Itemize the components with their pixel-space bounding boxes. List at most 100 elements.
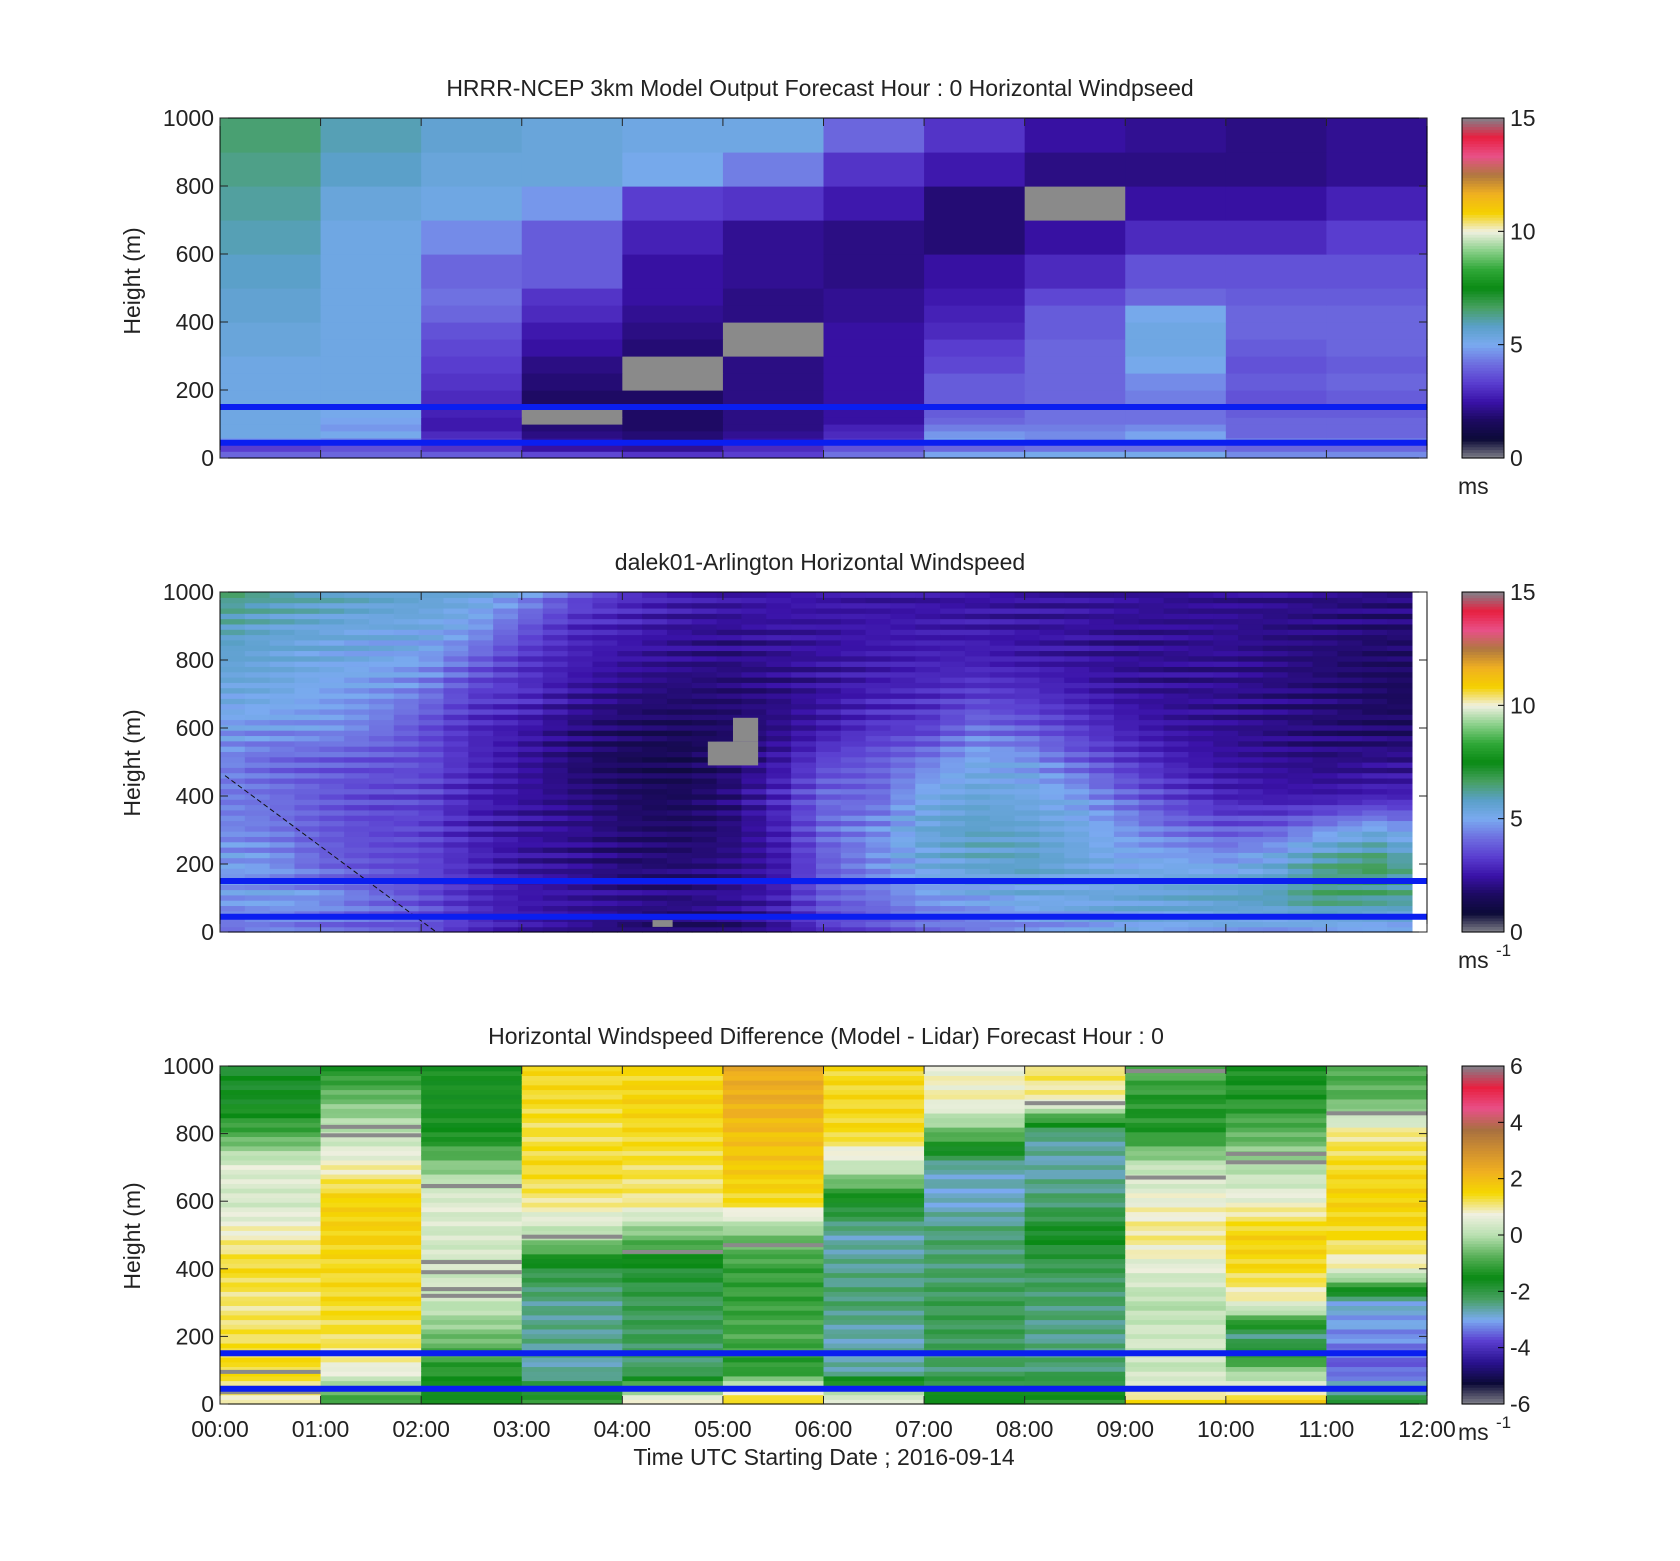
lidar-cell <box>1113 746 1140 752</box>
difference-cell <box>722 1342 825 1349</box>
lidar-cell <box>220 852 246 859</box>
lidar-cell <box>666 809 693 816</box>
colorbar-segment <box>1462 452 1504 456</box>
lidar-cell <box>741 825 767 832</box>
lidar-cell <box>691 645 718 652</box>
lidar-cell <box>468 692 494 699</box>
difference-cell <box>1024 1112 1126 1119</box>
lidar-cell <box>716 783 743 790</box>
lidar-cell <box>220 799 246 806</box>
difference-cell <box>1125 1178 1227 1184</box>
lidar-cell <box>542 602 569 609</box>
difference-cell <box>1125 1197 1227 1203</box>
difference-cell <box>1225 1145 1328 1152</box>
lidar-cell <box>1262 868 1289 875</box>
lidar-cell <box>642 666 668 673</box>
difference-cell <box>1024 1314 1126 1321</box>
colorbar-segment <box>1462 180 1504 184</box>
lidar-cell <box>1337 629 1363 636</box>
colorbar-segment <box>1462 220 1504 224</box>
model-cell <box>421 444 523 452</box>
difference-cell <box>521 1178 623 1184</box>
lidar-cell <box>1089 847 1115 853</box>
model-cell <box>521 417 623 425</box>
lidar-cell <box>1362 618 1388 625</box>
lidar-cell <box>319 623 345 630</box>
lidar-cell <box>1188 762 1214 768</box>
difference-cell <box>220 1333 322 1339</box>
lidar-cell <box>542 788 569 795</box>
lidar-cell <box>964 692 991 699</box>
lidar-cell <box>344 841 370 848</box>
lidar-cell <box>393 703 420 710</box>
lidar-cell <box>1039 724 1065 731</box>
model-cell <box>823 373 925 391</box>
lidar-cell <box>1138 788 1165 795</box>
lidar-cell <box>1188 666 1214 673</box>
lidar-cell <box>1362 868 1388 875</box>
colorbar-segment <box>1462 166 1504 170</box>
lidar-cell <box>1138 756 1165 763</box>
lidar-cell <box>344 820 370 827</box>
lidar-cell <box>517 724 544 731</box>
lidar-cell <box>840 602 867 609</box>
model-cell <box>1225 186 1328 221</box>
lidar-cell <box>1362 815 1388 822</box>
lidar-cell <box>319 724 345 731</box>
lidar-cell <box>989 645 1016 652</box>
lidar-cell <box>1163 767 1190 774</box>
difference-cell <box>220 1263 322 1269</box>
lidar-cell <box>567 724 594 731</box>
lidar-cell <box>244 772 271 779</box>
lidar-cell <box>567 634 594 641</box>
difference-cell <box>320 1277 422 1283</box>
lidar-cell <box>1262 719 1289 726</box>
lidar-cell <box>443 756 469 763</box>
lidar-cell <box>244 645 271 652</box>
difference-missing-band <box>421 1183 522 1188</box>
lidar-cell <box>1089 740 1115 747</box>
lidar-cell <box>1238 634 1264 641</box>
lidar-cell <box>443 926 469 933</box>
difference-cell <box>521 1094 623 1100</box>
lidar-cell <box>940 650 966 657</box>
lidar-cell <box>517 905 544 912</box>
model-cell <box>1024 373 1126 391</box>
lidar-cell <box>617 788 643 795</box>
difference-cell <box>823 1333 925 1339</box>
lidar-cell <box>319 804 345 811</box>
colorbar-segment <box>1462 1235 1504 1239</box>
colorbar-segment <box>1462 1327 1504 1332</box>
lidar-cell <box>1163 682 1190 689</box>
lidar-cell <box>741 650 767 657</box>
difference-cell <box>320 1127 422 1133</box>
lidar-cell <box>1238 788 1264 795</box>
difference-cell <box>722 1136 825 1142</box>
difference-cell <box>1125 1296 1227 1302</box>
difference-cell <box>220 1277 322 1283</box>
difference-cell <box>1024 1296 1126 1302</box>
colorbar-segment <box>1462 197 1504 201</box>
lidar-cell <box>964 762 991 768</box>
lidar-cell <box>1064 677 1090 683</box>
model-cell <box>1024 322 1126 340</box>
difference-cell <box>1024 1159 1126 1166</box>
difference-cell <box>1024 1150 1126 1156</box>
lidar-cell <box>1039 841 1065 848</box>
model-cell <box>220 339 322 357</box>
difference-missing-band <box>421 1260 522 1265</box>
colorbar-segment <box>1462 1311 1504 1315</box>
lidar-cell <box>1064 809 1090 816</box>
difference-cell <box>823 1066 925 1072</box>
lidar-cell <box>1014 724 1041 731</box>
lidar-cell <box>1113 905 1140 912</box>
difference-cell <box>823 1145 925 1152</box>
lidar-cell <box>443 836 469 843</box>
difference-cell <box>421 1192 523 1199</box>
difference-cell <box>521 1319 623 1325</box>
lidar-cell <box>517 602 544 609</box>
lidar-cell <box>1089 682 1115 689</box>
lidar-cell <box>716 905 743 912</box>
lidar-cell <box>294 793 320 800</box>
lidar-cell <box>443 831 469 837</box>
